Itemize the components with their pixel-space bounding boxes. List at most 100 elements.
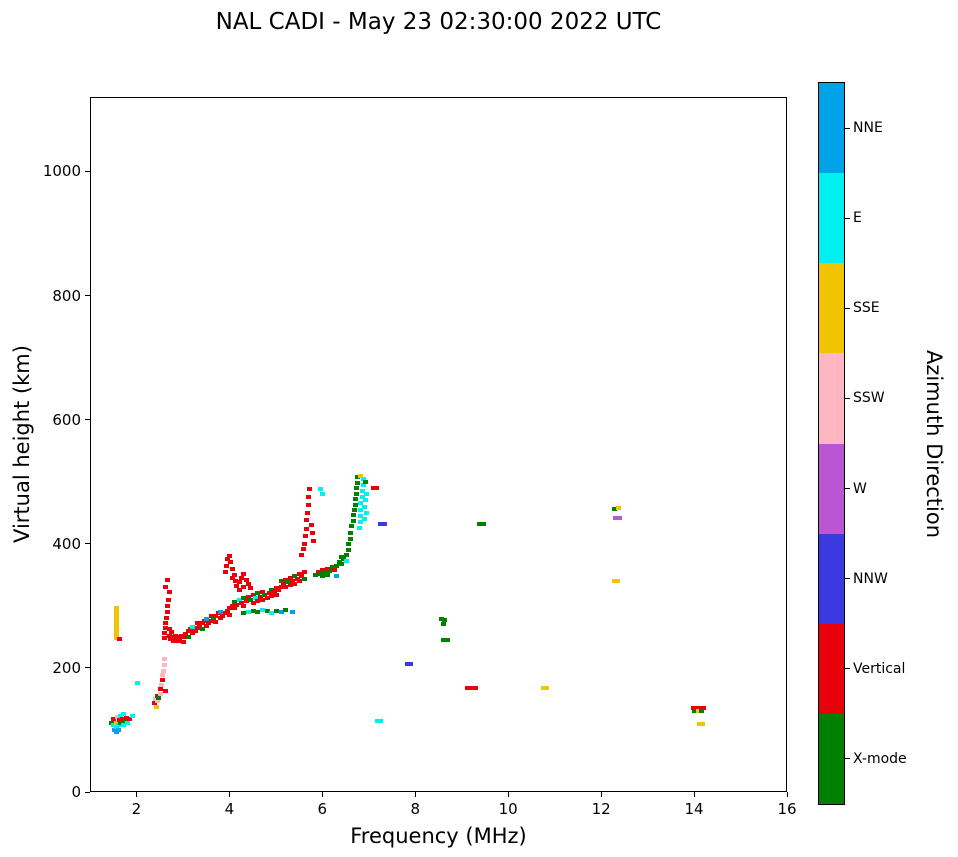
data-point <box>197 623 203 628</box>
colorbar-tick <box>845 668 850 670</box>
data-point <box>699 708 705 713</box>
data-point <box>322 570 328 575</box>
x-tick <box>786 792 788 797</box>
chart-title: NAL CADI - May 23 02:30:00 2022 UTC <box>215 9 662 35</box>
data-point <box>362 516 368 521</box>
data-point <box>187 627 193 632</box>
data-point <box>280 582 286 587</box>
data-point <box>264 609 270 614</box>
data-point <box>239 600 245 605</box>
data-point <box>169 629 175 634</box>
colorbar-segment-w <box>819 443 844 534</box>
data-point <box>229 603 235 608</box>
data-point <box>359 489 365 494</box>
data-point <box>357 473 363 478</box>
data-point <box>306 503 312 508</box>
data-point <box>361 482 367 487</box>
data-point <box>465 685 471 690</box>
data-point <box>172 633 178 638</box>
data-point <box>190 631 196 636</box>
data-point <box>259 597 265 602</box>
data-point <box>115 727 121 732</box>
data-point <box>266 591 272 596</box>
data-point <box>273 608 279 613</box>
y-tick-label: 800 <box>52 286 81 305</box>
data-point <box>269 593 275 598</box>
data-point <box>350 513 356 518</box>
data-point <box>157 686 163 691</box>
data-point <box>208 613 214 618</box>
data-point <box>324 572 330 577</box>
data-point <box>204 623 210 628</box>
data-point <box>345 547 351 552</box>
data-point <box>243 577 249 582</box>
data-point <box>348 536 354 541</box>
colorbar-label: Azimuth Direction <box>922 349 946 539</box>
data-point <box>190 624 196 629</box>
data-point <box>287 582 293 587</box>
data-point <box>116 718 122 723</box>
colorbar-segment-ssw <box>819 353 844 444</box>
data-point <box>245 610 251 615</box>
data-point <box>164 616 170 621</box>
data-point <box>375 718 381 723</box>
data-point <box>352 497 358 502</box>
data-point <box>255 598 261 603</box>
data-point <box>243 598 249 603</box>
data-point <box>114 720 120 725</box>
data-point <box>257 594 263 599</box>
data-point <box>176 638 182 643</box>
data-point <box>114 714 120 719</box>
data-point <box>287 575 293 580</box>
data-point <box>480 521 486 526</box>
data-point <box>236 597 242 602</box>
y-tick-label: 0 <box>71 783 81 801</box>
data-point <box>163 626 169 631</box>
x-tick-label: 2 <box>131 800 142 818</box>
data-point <box>359 495 365 500</box>
data-point <box>292 574 298 579</box>
data-point <box>245 594 251 599</box>
x-tick-label: 6 <box>317 800 328 818</box>
data-point <box>113 606 119 611</box>
y-tick <box>85 170 90 172</box>
x-tick-label: 4 <box>224 800 235 818</box>
colorbar-segment-nnw <box>819 533 844 624</box>
data-point <box>250 600 256 605</box>
data-point <box>350 519 356 524</box>
data-point <box>115 722 121 727</box>
data-point <box>320 492 326 497</box>
data-point <box>612 579 618 584</box>
x-tick-label: 12 <box>591 800 611 818</box>
data-point <box>373 485 379 490</box>
data-point <box>157 691 163 696</box>
data-point <box>615 506 621 511</box>
data-point <box>211 616 217 621</box>
data-point <box>612 507 618 512</box>
data-point <box>232 579 238 584</box>
y-tick <box>85 543 90 545</box>
data-point <box>259 590 265 595</box>
data-point <box>444 637 450 642</box>
data-point <box>290 610 296 615</box>
data-point <box>311 538 317 543</box>
data-point <box>234 602 240 607</box>
colorbar-tick <box>845 307 850 309</box>
data-point <box>283 608 289 613</box>
data-point <box>229 575 235 580</box>
data-point <box>278 610 284 615</box>
data-point <box>241 596 247 601</box>
data-point <box>696 721 702 726</box>
colorbar-tick <box>845 758 850 760</box>
data-point <box>358 507 364 512</box>
data-point <box>213 613 219 618</box>
colorbar-tick <box>845 127 850 129</box>
data-point <box>120 722 126 727</box>
data-point <box>259 608 265 613</box>
data-point <box>220 613 226 618</box>
data-point <box>163 621 169 626</box>
data-point <box>113 636 119 641</box>
data-point <box>118 714 124 719</box>
data-point <box>271 590 277 595</box>
data-point <box>278 585 284 590</box>
